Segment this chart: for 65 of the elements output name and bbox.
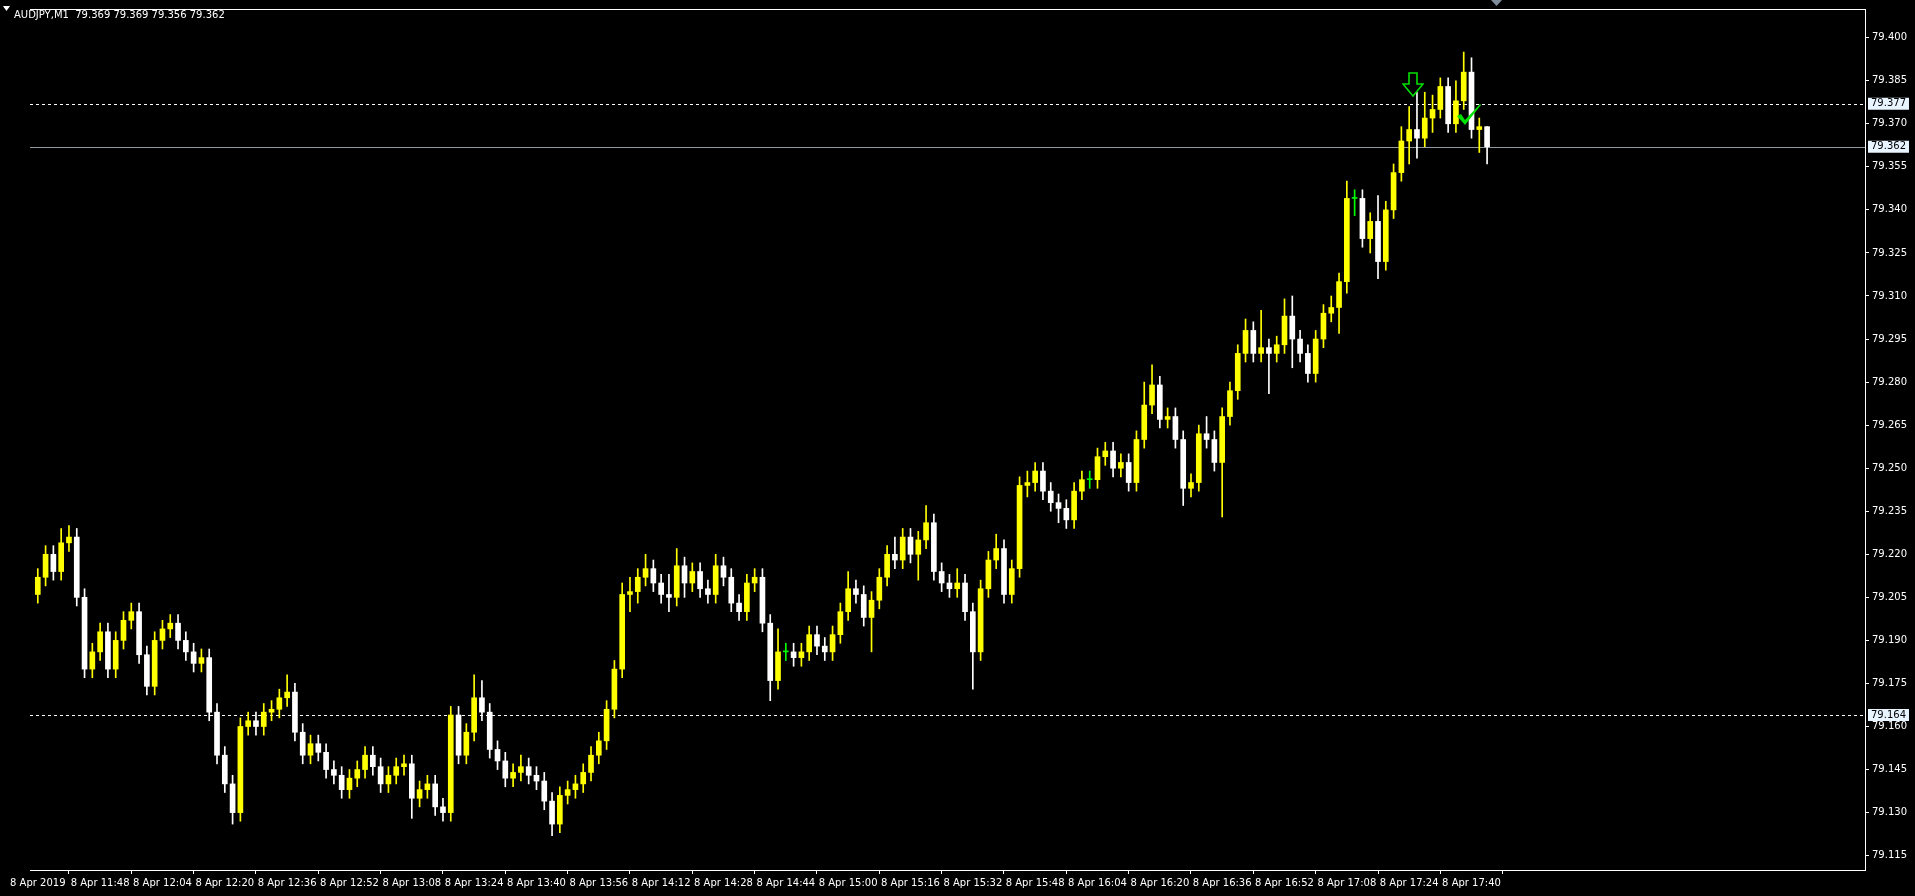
y-tick-label: 79.355 xyxy=(1872,160,1907,172)
x-tick-label: 8 Apr 14:44 xyxy=(756,876,816,888)
candlestick xyxy=(666,574,672,613)
x-tick-label: 8 Apr 16:20 xyxy=(1130,876,1190,888)
x-tick-label: 8 Apr 14:28 xyxy=(694,876,753,888)
x-tick-label: 8 Apr 16:52 xyxy=(1255,876,1314,888)
x-tick-label: 8 Apr 17:08 xyxy=(1317,876,1377,888)
candlestick xyxy=(821,637,828,661)
candlestick xyxy=(892,536,898,569)
candlestick xyxy=(510,763,516,788)
x-tick-label: 8 Apr 13:24 xyxy=(444,876,504,888)
y-tick-label: 79.250 xyxy=(1872,461,1907,473)
ref-line-label: 79.362 xyxy=(1871,140,1906,152)
x-tick-label: 8 Apr 15:32 xyxy=(943,876,1003,888)
y-tick-label: 79.190 xyxy=(1872,633,1907,645)
x-tick-label: 8 Apr 11:48 xyxy=(70,876,130,888)
candlestick xyxy=(1476,117,1483,153)
x-tick-label: 8 Apr 13:08 xyxy=(382,876,442,888)
chart-title: AUDJPY,M1 79.369 79.369 79.356 79.362 xyxy=(14,8,225,20)
y-tick-label: 79.340 xyxy=(1872,203,1907,215)
y-tick-label: 79.265 xyxy=(1872,418,1907,430)
y-tick-label: 79.160 xyxy=(1872,720,1907,732)
y-tick-label: 79.220 xyxy=(1872,547,1907,559)
x-tick-label: 8 Apr 15:16 xyxy=(881,876,940,888)
y-tick-label: 79.370 xyxy=(1872,117,1907,129)
candlestick xyxy=(1258,310,1264,363)
y-tick-label: 79.400 xyxy=(1872,31,1907,43)
x-tick-label: 8 Apr 16:36 xyxy=(1192,876,1252,888)
candlestick xyxy=(954,568,961,598)
y-tick-label: 79.280 xyxy=(1872,375,1907,387)
candlestick xyxy=(627,576,633,613)
candlestick xyxy=(66,525,72,552)
candlestick xyxy=(1266,338,1272,394)
y-tick-label: 79.385 xyxy=(1872,74,1907,86)
y-tick-label: 79.295 xyxy=(1872,332,1907,344)
y-tick-label: 79.310 xyxy=(1872,289,1907,301)
x-tick-label: 8 Apr 13:40 xyxy=(507,876,566,888)
x-tick-label: 8 Apr 12:20 xyxy=(195,876,255,888)
x-tick-label: 8 Apr 12:04 xyxy=(133,876,192,888)
x-tick-label: 8 Apr 12:36 xyxy=(257,876,317,888)
x-tick-label: 8 Apr 15:48 xyxy=(1005,876,1065,888)
y-tick-label: 79.175 xyxy=(1872,677,1907,689)
y-tick-label: 79.205 xyxy=(1872,590,1907,602)
ref-line-label: 79.164 xyxy=(1871,708,1906,720)
x-tick-label: 8 Apr 16:04 xyxy=(1068,876,1127,888)
candlestick xyxy=(284,674,290,707)
x-tick-label: 8 Apr 17:24 xyxy=(1379,876,1439,888)
candlestick xyxy=(1406,106,1412,165)
x-tick-label: 8 Apr 2019 xyxy=(10,876,66,888)
ref-line-label: 79.377 xyxy=(1871,97,1906,109)
y-tick-label: 79.235 xyxy=(1872,504,1907,516)
candlestick xyxy=(1086,470,1093,489)
candlestick xyxy=(167,614,174,638)
candlestick xyxy=(440,797,446,822)
x-tick-label: 8 Apr 17:40 xyxy=(1442,876,1501,888)
y-tick-label: 79.130 xyxy=(1872,806,1907,818)
y-tick-label: 79.115 xyxy=(1872,849,1907,861)
candlestick xyxy=(401,754,407,776)
x-tick-label: 8 Apr 12:52 xyxy=(320,876,379,888)
x-tick-label: 8 Apr 15:00 xyxy=(818,876,878,888)
y-tick-label: 79.325 xyxy=(1872,246,1907,258)
candlestick xyxy=(1102,442,1109,466)
x-tick-label: 8 Apr 14:12 xyxy=(631,876,691,888)
y-tick-label: 79.145 xyxy=(1872,763,1907,775)
x-tick-label: 8 Apr 13:56 xyxy=(569,876,629,888)
